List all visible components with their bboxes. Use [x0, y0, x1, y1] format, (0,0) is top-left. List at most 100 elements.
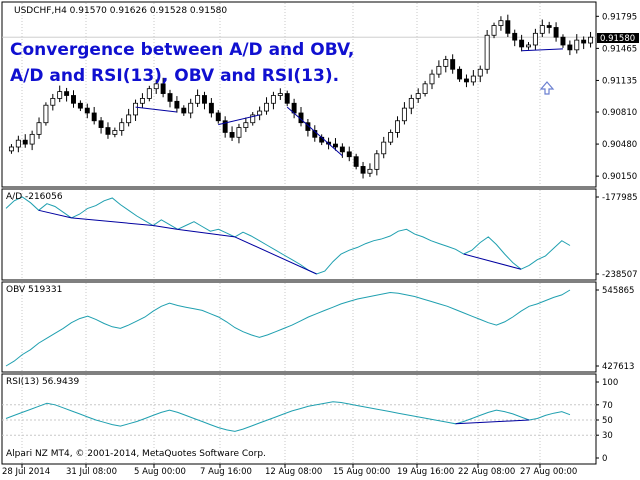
price-convergence-line-3	[521, 48, 563, 52]
candle-body-1	[15, 139, 21, 148]
candle-body-64	[450, 59, 456, 70]
candle-body-82	[574, 39, 580, 51]
convergence-line-1-1	[71, 217, 154, 227]
candle-body-36	[257, 110, 263, 116]
candle-body-77	[539, 25, 545, 34]
price-marker: 0.91580	[597, 33, 639, 44]
tick-label-3-2: 50	[602, 416, 613, 426]
candle-body-40	[284, 93, 290, 104]
candle-body-60	[422, 83, 428, 94]
candle-body-58	[408, 98, 414, 109]
panel-frame-0	[1, 1, 597, 188]
price-tick-label-1: 0.91465	[602, 44, 637, 54]
obv-label: OBV 519331	[6, 285, 62, 295]
candle-body-32	[229, 132, 235, 138]
candle-body-39	[277, 93, 283, 96]
annotation-line-2: A/D and RSI(13), OBV and RSI(13).	[10, 66, 340, 86]
price-convergence-line-2	[286, 106, 343, 157]
candle-body-21	[153, 83, 159, 90]
candle-body-30	[215, 112, 221, 122]
x-tick-label-4: 12 Aug 08:00	[265, 467, 322, 477]
tick-label-2-0: 545865	[602, 286, 634, 296]
candle-body-78	[546, 25, 552, 28]
candle-body-62	[436, 65, 442, 75]
candle-body-5	[43, 104, 49, 124]
candle-body-49	[346, 151, 352, 158]
candle-body-11	[84, 107, 90, 114]
x-tick-label-7: 22 Aug 08:00	[458, 467, 515, 477]
candle-body-74	[519, 39, 525, 48]
convergence-line-1-0	[38, 209, 72, 219]
candle-body-14	[105, 127, 111, 135]
candle-body-75	[526, 44, 531, 48]
candle-body-10	[77, 102, 83, 109]
candle-body-57	[401, 107, 407, 122]
candle-body-73	[512, 32, 518, 41]
tick-label-2-1: 427613	[602, 362, 634, 372]
price-tick-label-5: 0.90150	[602, 172, 637, 182]
candle-body-0	[8, 146, 14, 152]
candle-body-6	[50, 98, 56, 106]
convergence-line-1-6	[463, 253, 522, 270]
up-arrow-icon	[539, 81, 555, 95]
candle-body-68	[477, 68, 483, 77]
x-tick-label-8: 27 Aug 00:00	[520, 467, 577, 477]
x-tick-label-2: 5 Aug 00:00	[134, 467, 186, 477]
candle-body-24	[174, 100, 180, 109]
y-axis-ticks: 0.91795 0.91465 0.91135 0.90810 0.90480 0.901…	[596, 12, 638, 464]
panel-frames	[1, 1, 597, 465]
panel-frame-2	[1, 281, 597, 373]
candle-body-61	[429, 73, 435, 85]
price-candles	[8, 14, 594, 179]
candle-body-66	[463, 78, 469, 83]
indicator-line-3	[5, 401, 571, 432]
candle-body-53	[374, 153, 380, 170]
candle-body-70	[491, 25, 497, 36]
candle-body-38	[270, 95, 276, 104]
price-convergence-line-0	[135, 106, 177, 113]
price-marker-box	[597, 33, 639, 43]
convergence-line-1-3	[177, 228, 235, 238]
candle-body-13	[98, 120, 104, 128]
candle-body-35	[250, 114, 256, 124]
candle-body-20	[146, 88, 152, 99]
candle-body-81	[567, 44, 573, 51]
candle-body-76	[532, 32, 538, 46]
candle-body-4	[36, 122, 42, 135]
candle-body-26	[188, 102, 194, 114]
candle-body-71	[498, 20, 504, 26]
x-tick-label-3: 7 Aug 16:00	[200, 467, 252, 477]
candle-body-50	[353, 156, 359, 167]
candle-body-7	[57, 91, 63, 99]
candle-body-22	[160, 83, 166, 94]
price-tick-label-2: 0.91135	[602, 76, 637, 86]
candle-body-59	[415, 93, 421, 99]
candle-body-37	[264, 102, 269, 112]
candle-body-2	[22, 139, 28, 145]
indicator-lines	[5, 196, 571, 432]
candle-body-80	[560, 36, 566, 46]
candle-body-79	[553, 27, 559, 38]
candle-body-8	[64, 91, 70, 96]
candle-body-51	[360, 166, 366, 174]
candle-body-28	[202, 95, 207, 104]
tick-label-3-0: 100	[602, 378, 618, 388]
tick-label-3-4: 0	[602, 454, 607, 464]
candle-body-52	[367, 168, 373, 174]
indicator-line-1	[5, 196, 571, 275]
indicator-line-2	[5, 289, 571, 367]
candle-body-15	[112, 130, 118, 135]
candle-body-54	[381, 141, 387, 155]
tick-label-1-1: -238507	[602, 270, 638, 280]
tick-label-1-0: -177985	[602, 193, 638, 203]
candle-body-23	[167, 93, 173, 102]
candle-body-48	[339, 146, 345, 153]
divergence-lines	[38, 48, 563, 425]
candle-body-83	[581, 39, 587, 44]
candle-body-16	[119, 122, 125, 131]
annotation-line-1: Convergence between A/D and OBV,	[10, 40, 355, 60]
x-tick-label-0: 28 Jul 2014	[2, 467, 50, 477]
candle-body-33	[236, 127, 242, 138]
